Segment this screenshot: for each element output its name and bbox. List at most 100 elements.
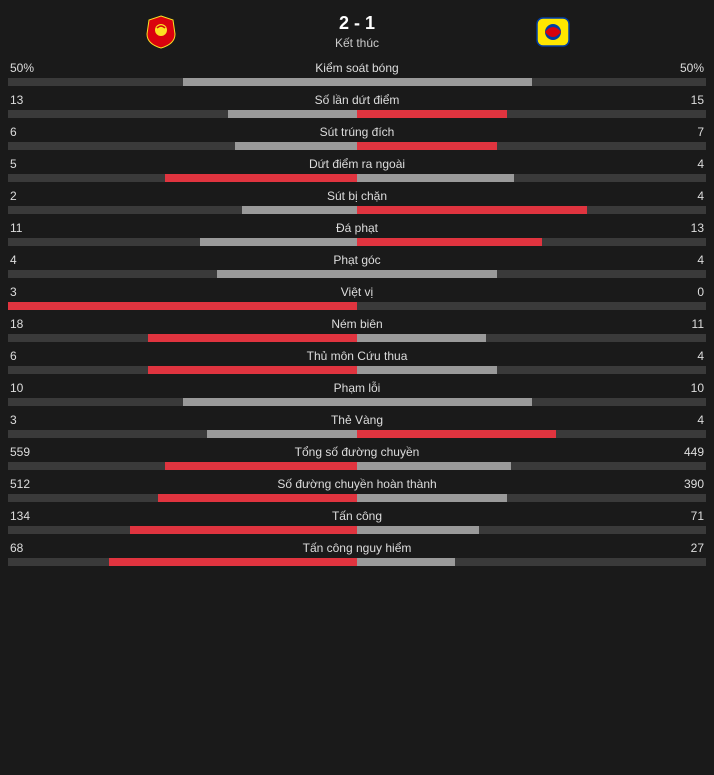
stat-bar-home xyxy=(8,302,357,310)
stat-bar-away xyxy=(357,78,706,86)
stat-bar-away-fill xyxy=(357,558,455,566)
stat-away-value: 4 xyxy=(664,413,704,427)
stat-bar-away xyxy=(357,206,706,214)
stat-name-label: Số lần dứt điểm xyxy=(50,93,664,107)
stat-bars xyxy=(8,110,706,118)
stat-labels: 3Việt vị0 xyxy=(8,285,706,302)
stat-bar-home xyxy=(8,366,357,374)
stat-bars xyxy=(8,174,706,182)
stat-labels: 50%Kiểm soát bóng50% xyxy=(8,61,706,78)
stat-row: 68Tấn công nguy hiểm27 xyxy=(8,538,706,569)
stat-bar-home-fill xyxy=(165,174,357,182)
stat-bar-home-fill xyxy=(235,142,357,150)
stat-bar-away-fill xyxy=(357,334,486,342)
match-score: 2 - 1 xyxy=(335,13,379,34)
stat-bar-home xyxy=(8,526,357,534)
stat-bar-home-fill xyxy=(8,302,357,310)
stat-bar-home xyxy=(8,462,357,470)
stat-labels: 6Thủ môn Cứu thua4 xyxy=(8,349,706,366)
stat-labels: 512Số đường chuyền hoàn thành390 xyxy=(8,477,706,494)
stat-bar-home-fill xyxy=(165,462,357,470)
stat-bars xyxy=(8,142,706,150)
stat-bar-away-fill xyxy=(357,110,507,118)
stat-home-value: 5 xyxy=(10,157,50,171)
stat-home-value: 559 xyxy=(10,445,50,459)
stat-bars xyxy=(8,334,706,342)
stat-row: 6Thủ môn Cứu thua4 xyxy=(8,346,706,377)
stat-name-label: Việt vị xyxy=(50,285,664,299)
stat-labels: 134Tấn công71 xyxy=(8,509,706,526)
stat-bars xyxy=(8,206,706,214)
stat-name-label: Ném biên xyxy=(50,317,664,331)
stat-row: 18Ném biên11 xyxy=(8,314,706,345)
stat-labels: 5Dứt điểm ra ngoài4 xyxy=(8,157,706,174)
stat-bar-away xyxy=(357,110,706,118)
stat-labels: 68Tấn công nguy hiểm27 xyxy=(8,541,706,558)
stat-bar-home-fill xyxy=(200,238,357,246)
stat-home-value: 512 xyxy=(10,477,50,491)
stat-name-label: Phạt góc xyxy=(50,253,664,267)
home-team-badge xyxy=(143,14,179,50)
stat-name-label: Thủ môn Cứu thua xyxy=(50,349,664,363)
stat-bars xyxy=(8,558,706,566)
stat-bar-home xyxy=(8,238,357,246)
stat-home-value: 68 xyxy=(10,541,50,555)
stat-bar-away xyxy=(357,494,706,502)
stat-home-value: 10 xyxy=(10,381,50,395)
stat-name-label: Tấn công xyxy=(50,509,664,523)
stat-home-value: 13 xyxy=(10,93,50,107)
stat-bar-away-fill xyxy=(357,526,479,534)
stat-home-value: 3 xyxy=(10,413,50,427)
stat-labels: 13Số lần dứt điểm15 xyxy=(8,93,706,110)
stat-labels: 3Thẻ Vàng4 xyxy=(8,413,706,430)
stat-row: 13Số lần dứt điểm15 xyxy=(8,90,706,121)
stat-away-value: 50% xyxy=(664,61,704,75)
stat-name-label: Sút bị chặn xyxy=(50,189,664,203)
stat-bar-home-fill xyxy=(228,110,357,118)
stat-home-value: 4 xyxy=(10,253,50,267)
stat-away-value: 27 xyxy=(664,541,704,555)
stat-bar-home xyxy=(8,110,357,118)
stat-row: 512Số đường chuyền hoàn thành390 xyxy=(8,474,706,505)
stat-home-value: 6 xyxy=(10,125,50,139)
stat-bars xyxy=(8,494,706,502)
stat-bar-home-fill xyxy=(217,270,357,278)
stat-bar-home xyxy=(8,270,357,278)
stat-bar-home xyxy=(8,398,357,406)
stat-name-label: Tấn công nguy hiểm xyxy=(50,541,664,555)
stat-bar-home xyxy=(8,430,357,438)
stat-name-label: Số đường chuyền hoàn thành xyxy=(50,477,664,491)
stat-bar-away xyxy=(357,238,706,246)
stat-bar-away xyxy=(357,270,706,278)
stat-bars xyxy=(8,366,706,374)
stat-bars xyxy=(8,430,706,438)
stat-bar-home xyxy=(8,142,357,150)
stat-bars xyxy=(8,526,706,534)
stat-row: 2Sút bị chặn4 xyxy=(8,186,706,217)
stat-bar-away-fill xyxy=(357,270,497,278)
stat-bars xyxy=(8,302,706,310)
stat-bar-home-fill xyxy=(183,398,358,406)
stat-bar-away-fill xyxy=(357,430,556,438)
stat-row: 10Phạm lỗi10 xyxy=(8,378,706,409)
stat-labels: 6Sút trúng đích7 xyxy=(8,125,706,142)
stat-bar-home xyxy=(8,334,357,342)
score-block: 2 - 1 Kết thúc xyxy=(335,13,379,50)
stat-bar-away xyxy=(357,366,706,374)
stat-away-value: 390 xyxy=(664,477,704,491)
stat-bar-home xyxy=(8,206,357,214)
stat-bar-away-fill xyxy=(357,238,542,246)
stat-labels: 559Tổng số đường chuyền449 xyxy=(8,445,706,462)
stat-name-label: Đá phạt xyxy=(50,221,664,235)
stat-away-value: 10 xyxy=(664,381,704,395)
stat-name-label: Sút trúng đích xyxy=(50,125,664,139)
stat-bar-home-fill xyxy=(148,366,357,374)
stat-home-value: 50% xyxy=(10,61,50,75)
stat-bar-home-fill xyxy=(109,558,357,566)
stat-bar-home-fill xyxy=(207,430,357,438)
stat-away-value: 11 xyxy=(664,317,704,331)
match-status: Kết thúc xyxy=(335,36,379,50)
stat-home-value: 134 xyxy=(10,509,50,523)
stat-row: 3Thẻ Vàng4 xyxy=(8,410,706,441)
stat-bars xyxy=(8,78,706,86)
